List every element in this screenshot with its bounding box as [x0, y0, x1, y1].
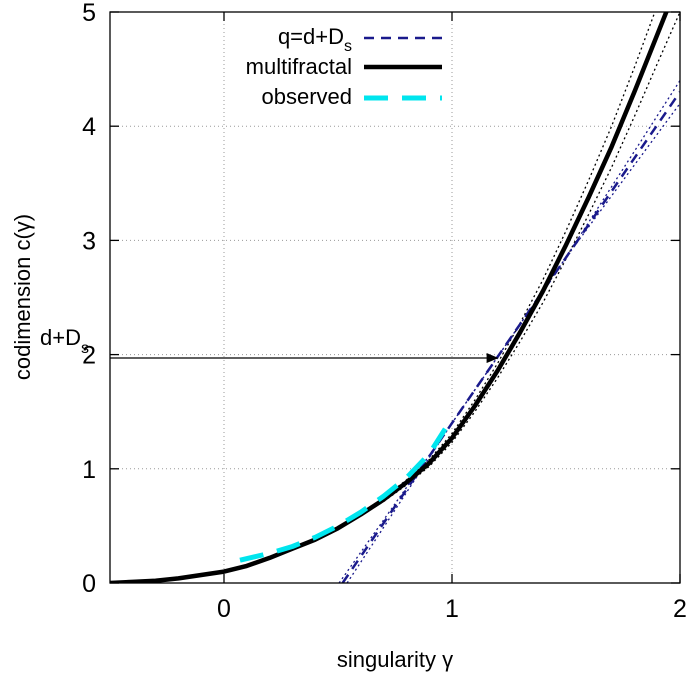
plot-area — [110, 12, 680, 583]
y-tick-label-3: 3 — [82, 227, 96, 255]
x-tick-label-0: 0 — [217, 595, 231, 623]
multifractal-upper-band — [110, 12, 656, 583]
annotation-label: d+Ds — [40, 325, 89, 357]
annotation-label-main: d+D — [40, 325, 81, 350]
y-axis-label: codimension c(γ) — [10, 214, 35, 380]
legend-label-multifractal: multifractal — [246, 54, 352, 79]
y-tick-label-2: 2 — [82, 342, 96, 370]
plot-frame — [109, 11, 681, 584]
y-tick-label-4: 4 — [82, 113, 96, 141]
legend-label-observed: observed — [261, 84, 352, 109]
legend: q=d+Ds multifractal observed — [246, 24, 442, 109]
series-line-multifractal — [110, 12, 669, 583]
series-line-q-d-d — [341, 91, 680, 583]
x-axis-label: singularity γ — [337, 647, 453, 672]
y-tick-label-5: 5 — [82, 0, 96, 27]
y-tick-label-0: 0 — [82, 570, 96, 598]
multifractal-lower-band — [110, 12, 680, 583]
legend-label-q: q=d+Ds — [278, 24, 352, 55]
x-tick-label-1: 1 — [445, 595, 459, 623]
y-tick-label-1: 1 — [82, 456, 96, 484]
tangent-upper-band — [338, 80, 680, 583]
legend-label-q-main: q=d+D — [278, 24, 344, 49]
axis-ticks: 0 1 2 0 1 2 3 4 5 — [82, 0, 687, 623]
grid-lines — [110, 12, 681, 583]
annotation-label-subscript: s — [81, 340, 89, 357]
series-layer — [110, 12, 680, 583]
legend-label-q-subscript: s — [344, 38, 352, 55]
x-tick-label-2: 2 — [673, 595, 687, 623]
series-line-observed — [239, 427, 448, 563]
confidence-bands — [110, 12, 680, 583]
